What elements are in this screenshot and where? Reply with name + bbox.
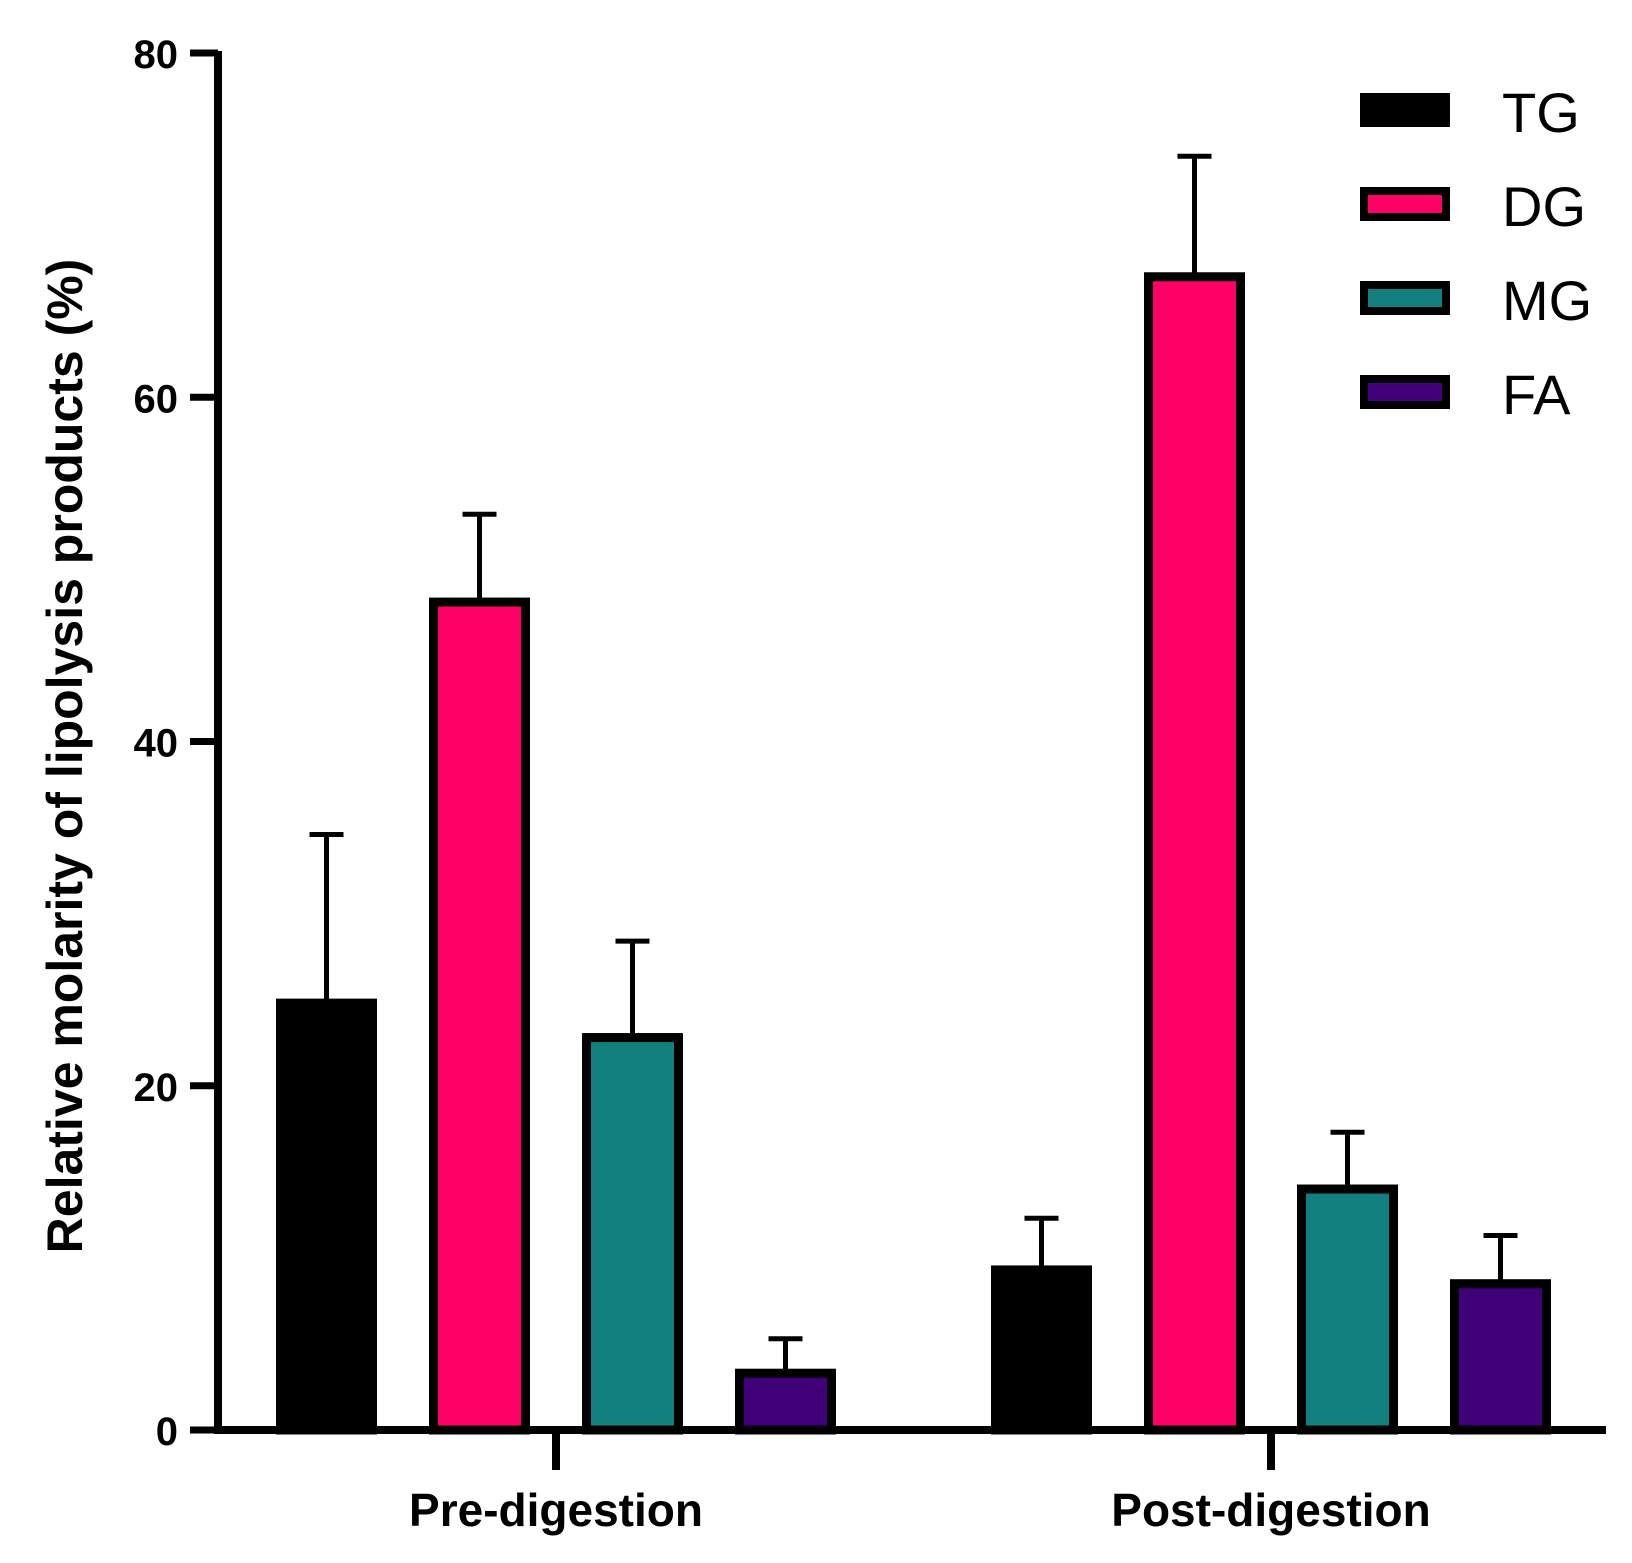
bar-dg-pre-digestion [429, 597, 530, 1435]
y-tick-label-0: 0 [156, 1410, 178, 1454]
y-axis-title: Relative molarity of lipolysis products … [37, 259, 93, 1254]
bar-fa-pre-digestion [735, 1368, 836, 1435]
legend-swatch-dg [1360, 187, 1450, 221]
y-tick-label-60: 60 [134, 377, 179, 421]
legend-swatch-mg [1360, 281, 1450, 315]
y-tick-label-20: 20 [134, 1066, 179, 1110]
legend-label-fa: FA [1502, 363, 1571, 426]
legend-label-tg: TG [1502, 81, 1580, 144]
legend-label-mg: MG [1502, 269, 1592, 332]
bar-mg-pre-digestion [582, 1033, 683, 1435]
x-tick-label-pre-digestion: Pre-digestion [409, 1484, 703, 1536]
bar-fa-post-digestion [1450, 1279, 1551, 1435]
bar-mg-post-digestion [1297, 1184, 1398, 1435]
legend-swatch-fa [1360, 375, 1450, 409]
bar-dg-post-digestion [1144, 272, 1245, 1435]
bars-layer [276, 153, 1551, 1435]
axes-layer: 0 20 40 60 80 Pre-digestion Post-digestion [134, 33, 1606, 1536]
legend-label-dg: DG [1502, 175, 1586, 238]
y-tick-label-80: 80 [134, 33, 179, 77]
y-tick-label-40: 40 [134, 722, 179, 766]
x-tick-label-post-digestion: Post-digestion [1111, 1484, 1430, 1536]
bar-tg-pre-digestion [276, 998, 377, 1435]
legend-swatch-tg [1360, 93, 1450, 127]
bar-tg-post-digestion [991, 1265, 1092, 1435]
legend: TG DG MG FA [1360, 81, 1592, 426]
